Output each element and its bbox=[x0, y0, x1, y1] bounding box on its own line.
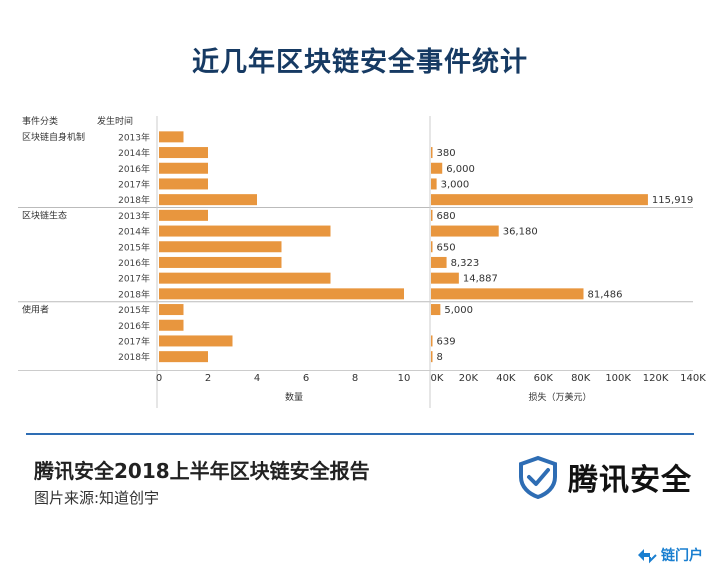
year-label: 2017年 bbox=[118, 273, 150, 285]
count-bar bbox=[159, 288, 404, 300]
divider bbox=[26, 433, 694, 435]
loss-tick-label: 100K bbox=[605, 373, 631, 384]
year-label: 2015年 bbox=[118, 241, 150, 253]
loss-value-label: 650 bbox=[437, 242, 456, 253]
count-bar bbox=[159, 256, 282, 268]
year-label: 2014年 bbox=[118, 147, 150, 159]
header-year: 发生时间 bbox=[97, 115, 133, 127]
count-bar bbox=[159, 209, 208, 221]
loss-bar bbox=[431, 272, 459, 284]
count-bar bbox=[159, 335, 233, 347]
loss-value-label: 639 bbox=[437, 336, 456, 347]
count-bar bbox=[159, 351, 208, 363]
category-label: 使用者 bbox=[22, 304, 49, 316]
year-label: 2013年 bbox=[118, 131, 150, 143]
count-bar bbox=[159, 178, 208, 190]
loss-value-label: 380 bbox=[437, 148, 456, 159]
count-tick-label: 0 bbox=[156, 373, 162, 384]
year-label: 2014年 bbox=[118, 226, 150, 238]
year-label: 2018年 bbox=[118, 288, 150, 300]
count-bar bbox=[159, 147, 208, 159]
category-label: 区块链生态 bbox=[22, 210, 67, 222]
loss-bar bbox=[431, 209, 433, 221]
loss-value-label: 8,323 bbox=[451, 258, 480, 269]
loss-bar bbox=[431, 162, 443, 174]
chart-title: 近几年区块链安全事件统计 bbox=[192, 47, 528, 78]
loss-value-label: 6,000 bbox=[446, 164, 475, 175]
count-bar bbox=[159, 319, 184, 331]
category-label: 区块链自身机制 bbox=[22, 131, 85, 143]
loss-bar bbox=[431, 194, 648, 206]
year-label: 2018年 bbox=[118, 351, 150, 363]
report-title: 腾讯安全2018上半年区块链安全报告 bbox=[34, 459, 370, 483]
loss-bar bbox=[431, 178, 437, 190]
loss-value-label: 8 bbox=[437, 352, 443, 363]
count-bar bbox=[159, 241, 282, 253]
loss-bar bbox=[431, 147, 433, 159]
loss-bar bbox=[431, 304, 441, 316]
loss-bar bbox=[431, 241, 433, 253]
year-label: 2018年 bbox=[118, 194, 150, 206]
loss-bar bbox=[431, 335, 433, 347]
count-bar bbox=[159, 272, 331, 284]
count-tick-label: 10 bbox=[398, 373, 411, 384]
brand-logo: 腾讯安全 bbox=[516, 455, 692, 499]
count-bar bbox=[159, 304, 184, 316]
watermark: 链门户 bbox=[636, 545, 703, 565]
loss-value-label: 14,887 bbox=[463, 274, 498, 285]
loss-tick-label: 60K bbox=[534, 373, 554, 384]
count-bar bbox=[159, 162, 208, 174]
loss-tick-label: 120K bbox=[643, 373, 669, 384]
count-tick-label: 2 bbox=[205, 373, 211, 384]
loss-tick-label: 80K bbox=[571, 373, 591, 384]
loss-value-label: 3,000 bbox=[441, 179, 470, 190]
year-label: 2017年 bbox=[118, 178, 150, 190]
loss-bar bbox=[431, 351, 433, 363]
loss-tick-label: 40K bbox=[496, 373, 516, 384]
brand-name: 腾讯安全 bbox=[568, 463, 692, 498]
loss-value-label: 680 bbox=[437, 211, 456, 222]
count-tick-label: 8 bbox=[352, 373, 358, 384]
loss-bar bbox=[431, 256, 447, 268]
image-source: 图片来源:知道创宇 bbox=[34, 489, 160, 507]
loss-bar bbox=[431, 225, 499, 237]
loss-value-label: 36,180 bbox=[503, 227, 538, 238]
watermark-text: 链门户 bbox=[661, 548, 703, 564]
count-bar bbox=[159, 194, 257, 206]
shield-icon bbox=[519, 455, 557, 499]
count-tick-label: 4 bbox=[254, 373, 260, 384]
count-tick-label: 6 bbox=[303, 373, 309, 384]
header-category: 事件分类 bbox=[22, 115, 58, 127]
year-label: 2017年 bbox=[118, 335, 150, 347]
year-label: 2016年 bbox=[118, 257, 150, 269]
loss-value-label: 81,486 bbox=[587, 289, 622, 300]
count-bar bbox=[159, 225, 331, 237]
loss-axis-title: 损失（万美元） bbox=[528, 391, 591, 403]
loss-tick-label: 140K bbox=[680, 373, 706, 384]
loss-tick-label: 0K bbox=[431, 373, 444, 384]
loss-value-label: 5,000 bbox=[444, 305, 473, 316]
count-bar bbox=[159, 131, 184, 143]
year-label: 2013年 bbox=[118, 210, 150, 222]
year-label: 2016年 bbox=[118, 320, 150, 332]
year-label: 2016年 bbox=[118, 163, 150, 175]
loss-tick-label: 20K bbox=[459, 373, 479, 384]
loss-bar bbox=[431, 288, 584, 300]
year-label: 2015年 bbox=[118, 304, 150, 316]
loss-value-label: 115,919 bbox=[652, 195, 693, 206]
watermark-icon bbox=[638, 549, 657, 564]
count-axis-title: 数量 bbox=[285, 391, 303, 403]
